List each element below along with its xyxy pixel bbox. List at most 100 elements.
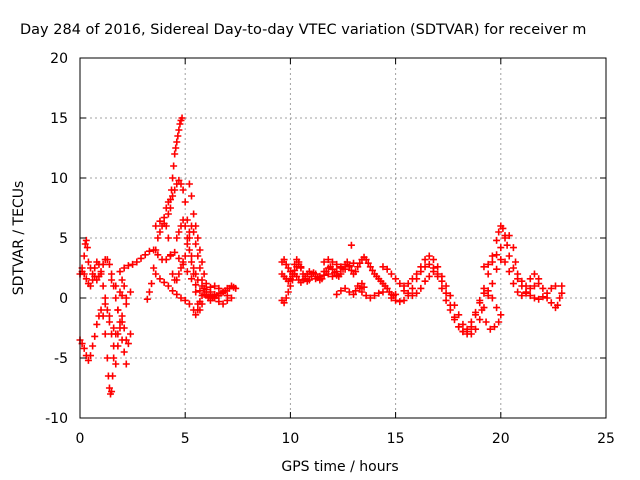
data-point bbox=[328, 265, 336, 273]
x-tick-label: 0 bbox=[76, 431, 85, 447]
data-point bbox=[192, 222, 200, 230]
data-point bbox=[379, 288, 387, 296]
data-point bbox=[198, 292, 206, 300]
y-tick-label: 10 bbox=[50, 171, 68, 187]
data-point bbox=[114, 342, 122, 350]
data-point bbox=[364, 259, 372, 267]
x-axis-label: GPS time / hours bbox=[281, 459, 398, 475]
data-point bbox=[122, 360, 130, 368]
data-point bbox=[417, 284, 425, 292]
data-point bbox=[183, 240, 191, 248]
data-point bbox=[126, 288, 134, 296]
data-point bbox=[392, 296, 400, 304]
data-point bbox=[320, 268, 328, 276]
x-tick-label: 5 bbox=[181, 431, 190, 447]
data-point bbox=[87, 282, 95, 290]
data-point bbox=[179, 216, 187, 224]
data-point bbox=[505, 268, 513, 276]
data-point bbox=[356, 284, 364, 292]
data-point bbox=[408, 284, 416, 292]
data-point bbox=[181, 296, 189, 304]
data-point bbox=[82, 236, 90, 244]
x-axis-ticks: 0 5 10 15 20 25 bbox=[76, 58, 615, 447]
data-point bbox=[175, 126, 183, 134]
data-point bbox=[194, 276, 202, 284]
data-point bbox=[493, 236, 501, 244]
data-point bbox=[192, 281, 200, 289]
data-point bbox=[97, 270, 105, 278]
data-point bbox=[108, 388, 116, 396]
data-point bbox=[379, 263, 387, 271]
data-point bbox=[421, 263, 429, 271]
data-point bbox=[84, 258, 92, 266]
data-point bbox=[368, 266, 376, 274]
data-point bbox=[148, 280, 156, 288]
data-point bbox=[173, 276, 181, 284]
data-point bbox=[530, 270, 538, 278]
data-point bbox=[190, 228, 198, 236]
data-point bbox=[122, 294, 130, 302]
data-point bbox=[535, 275, 543, 283]
data-point bbox=[366, 263, 374, 271]
data-point bbox=[505, 252, 513, 260]
data-point bbox=[514, 270, 522, 278]
data-point bbox=[476, 316, 484, 324]
data-point bbox=[434, 263, 442, 271]
data-point bbox=[497, 256, 505, 264]
data-point bbox=[198, 258, 206, 266]
data-point bbox=[223, 284, 231, 292]
data-point bbox=[110, 354, 118, 362]
data-point bbox=[232, 284, 240, 292]
data-point bbox=[206, 292, 214, 300]
data-point bbox=[202, 280, 210, 288]
data-point bbox=[97, 306, 105, 314]
data-point bbox=[188, 192, 196, 200]
data-point bbox=[202, 288, 210, 296]
data-point bbox=[91, 332, 99, 340]
data-point bbox=[118, 276, 126, 284]
data-point bbox=[512, 258, 520, 266]
data-point bbox=[175, 228, 183, 236]
data-point bbox=[463, 330, 471, 338]
data-point bbox=[120, 264, 128, 272]
data-point bbox=[375, 289, 383, 297]
y-axis-label: SDTVAR / TECUs bbox=[11, 181, 27, 296]
data-point bbox=[509, 244, 517, 252]
data-point bbox=[455, 311, 463, 319]
data-point bbox=[522, 288, 530, 296]
data-point bbox=[170, 162, 178, 170]
data-point bbox=[493, 251, 501, 259]
data-point bbox=[108, 276, 116, 284]
data-point bbox=[173, 234, 181, 242]
series-2 bbox=[278, 222, 566, 338]
data-point bbox=[396, 298, 404, 306]
data-point bbox=[124, 340, 132, 348]
data-point bbox=[328, 272, 336, 280]
data-point bbox=[116, 268, 124, 276]
data-point bbox=[166, 196, 174, 204]
data-point bbox=[194, 252, 202, 260]
data-point bbox=[345, 288, 353, 296]
data-point bbox=[429, 256, 437, 264]
data-point bbox=[188, 252, 196, 260]
data-point bbox=[181, 252, 189, 260]
data-point bbox=[181, 222, 189, 230]
data-point bbox=[89, 342, 97, 350]
data-point bbox=[362, 292, 370, 300]
data-point bbox=[413, 289, 421, 297]
data-point bbox=[324, 270, 332, 278]
data-point bbox=[116, 288, 124, 296]
y-tick-label: -5 bbox=[54, 351, 68, 367]
data-point bbox=[200, 270, 208, 278]
data-point bbox=[362, 256, 370, 264]
data-point bbox=[558, 282, 566, 290]
y-tick-label: 5 bbox=[59, 231, 68, 247]
data-point bbox=[358, 280, 366, 288]
data-point bbox=[219, 288, 227, 296]
data-point bbox=[284, 288, 292, 296]
data-point bbox=[175, 270, 183, 278]
data-point bbox=[171, 248, 179, 256]
data-point bbox=[509, 264, 517, 272]
data-point bbox=[137, 254, 145, 262]
data-point bbox=[478, 306, 486, 314]
